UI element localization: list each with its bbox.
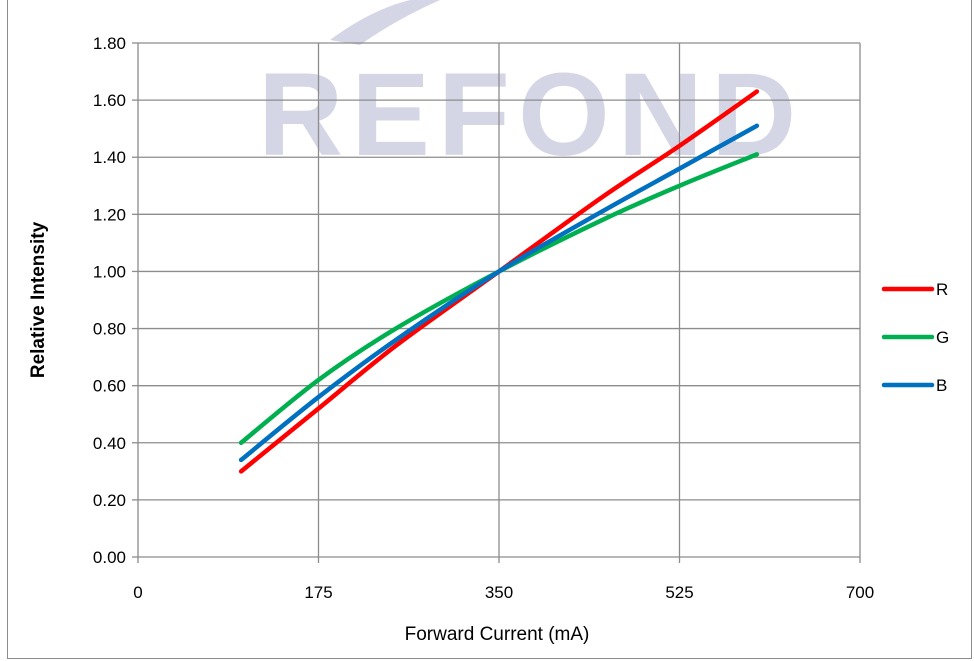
series-lines xyxy=(238,89,760,474)
series-line-b xyxy=(238,123,760,463)
x-tick-label: 350 xyxy=(485,583,513,602)
y-tick-label: 1.40 xyxy=(93,148,126,167)
y-tick-label: 0.40 xyxy=(93,434,126,453)
legend-label-r: R xyxy=(936,280,948,299)
y-tick-label: 0.20 xyxy=(93,491,126,510)
x-tick-label: 175 xyxy=(304,583,332,602)
x-axis-title: Forward Current (mA) xyxy=(405,624,590,645)
axes xyxy=(132,42,861,563)
x-tick-label: 525 xyxy=(665,583,693,602)
watermark: REFOND xyxy=(258,0,804,181)
y-tick-label: 1.60 xyxy=(93,91,126,110)
watermark-swoosh xyxy=(330,0,440,45)
x-tick-label: 700 xyxy=(846,583,874,602)
y-tick-label: 1.20 xyxy=(93,205,126,224)
chart-frame xyxy=(7,0,972,659)
grid xyxy=(138,42,861,557)
y-tick-label: 0.80 xyxy=(93,320,126,339)
legend-label-g: G xyxy=(936,328,949,347)
legend-label-b: B xyxy=(936,376,947,395)
y-tick-label: 1.80 xyxy=(93,34,126,53)
tick-labels: 0.00 0.20 0.40 0.60 0.80 1.00 1.20 1.40 1.60 1.80… xyxy=(93,34,874,602)
y-tick-label: 0.60 xyxy=(93,377,126,396)
y-tick-label: 0.00 xyxy=(93,548,126,567)
x-tick-label: 0 xyxy=(133,583,142,602)
watermark-logo: REFOND xyxy=(258,49,804,181)
y-axis-title: Relative Intensity xyxy=(28,221,49,378)
y-tick-label: 1.00 xyxy=(93,262,126,281)
legend: R G B xyxy=(881,280,949,395)
